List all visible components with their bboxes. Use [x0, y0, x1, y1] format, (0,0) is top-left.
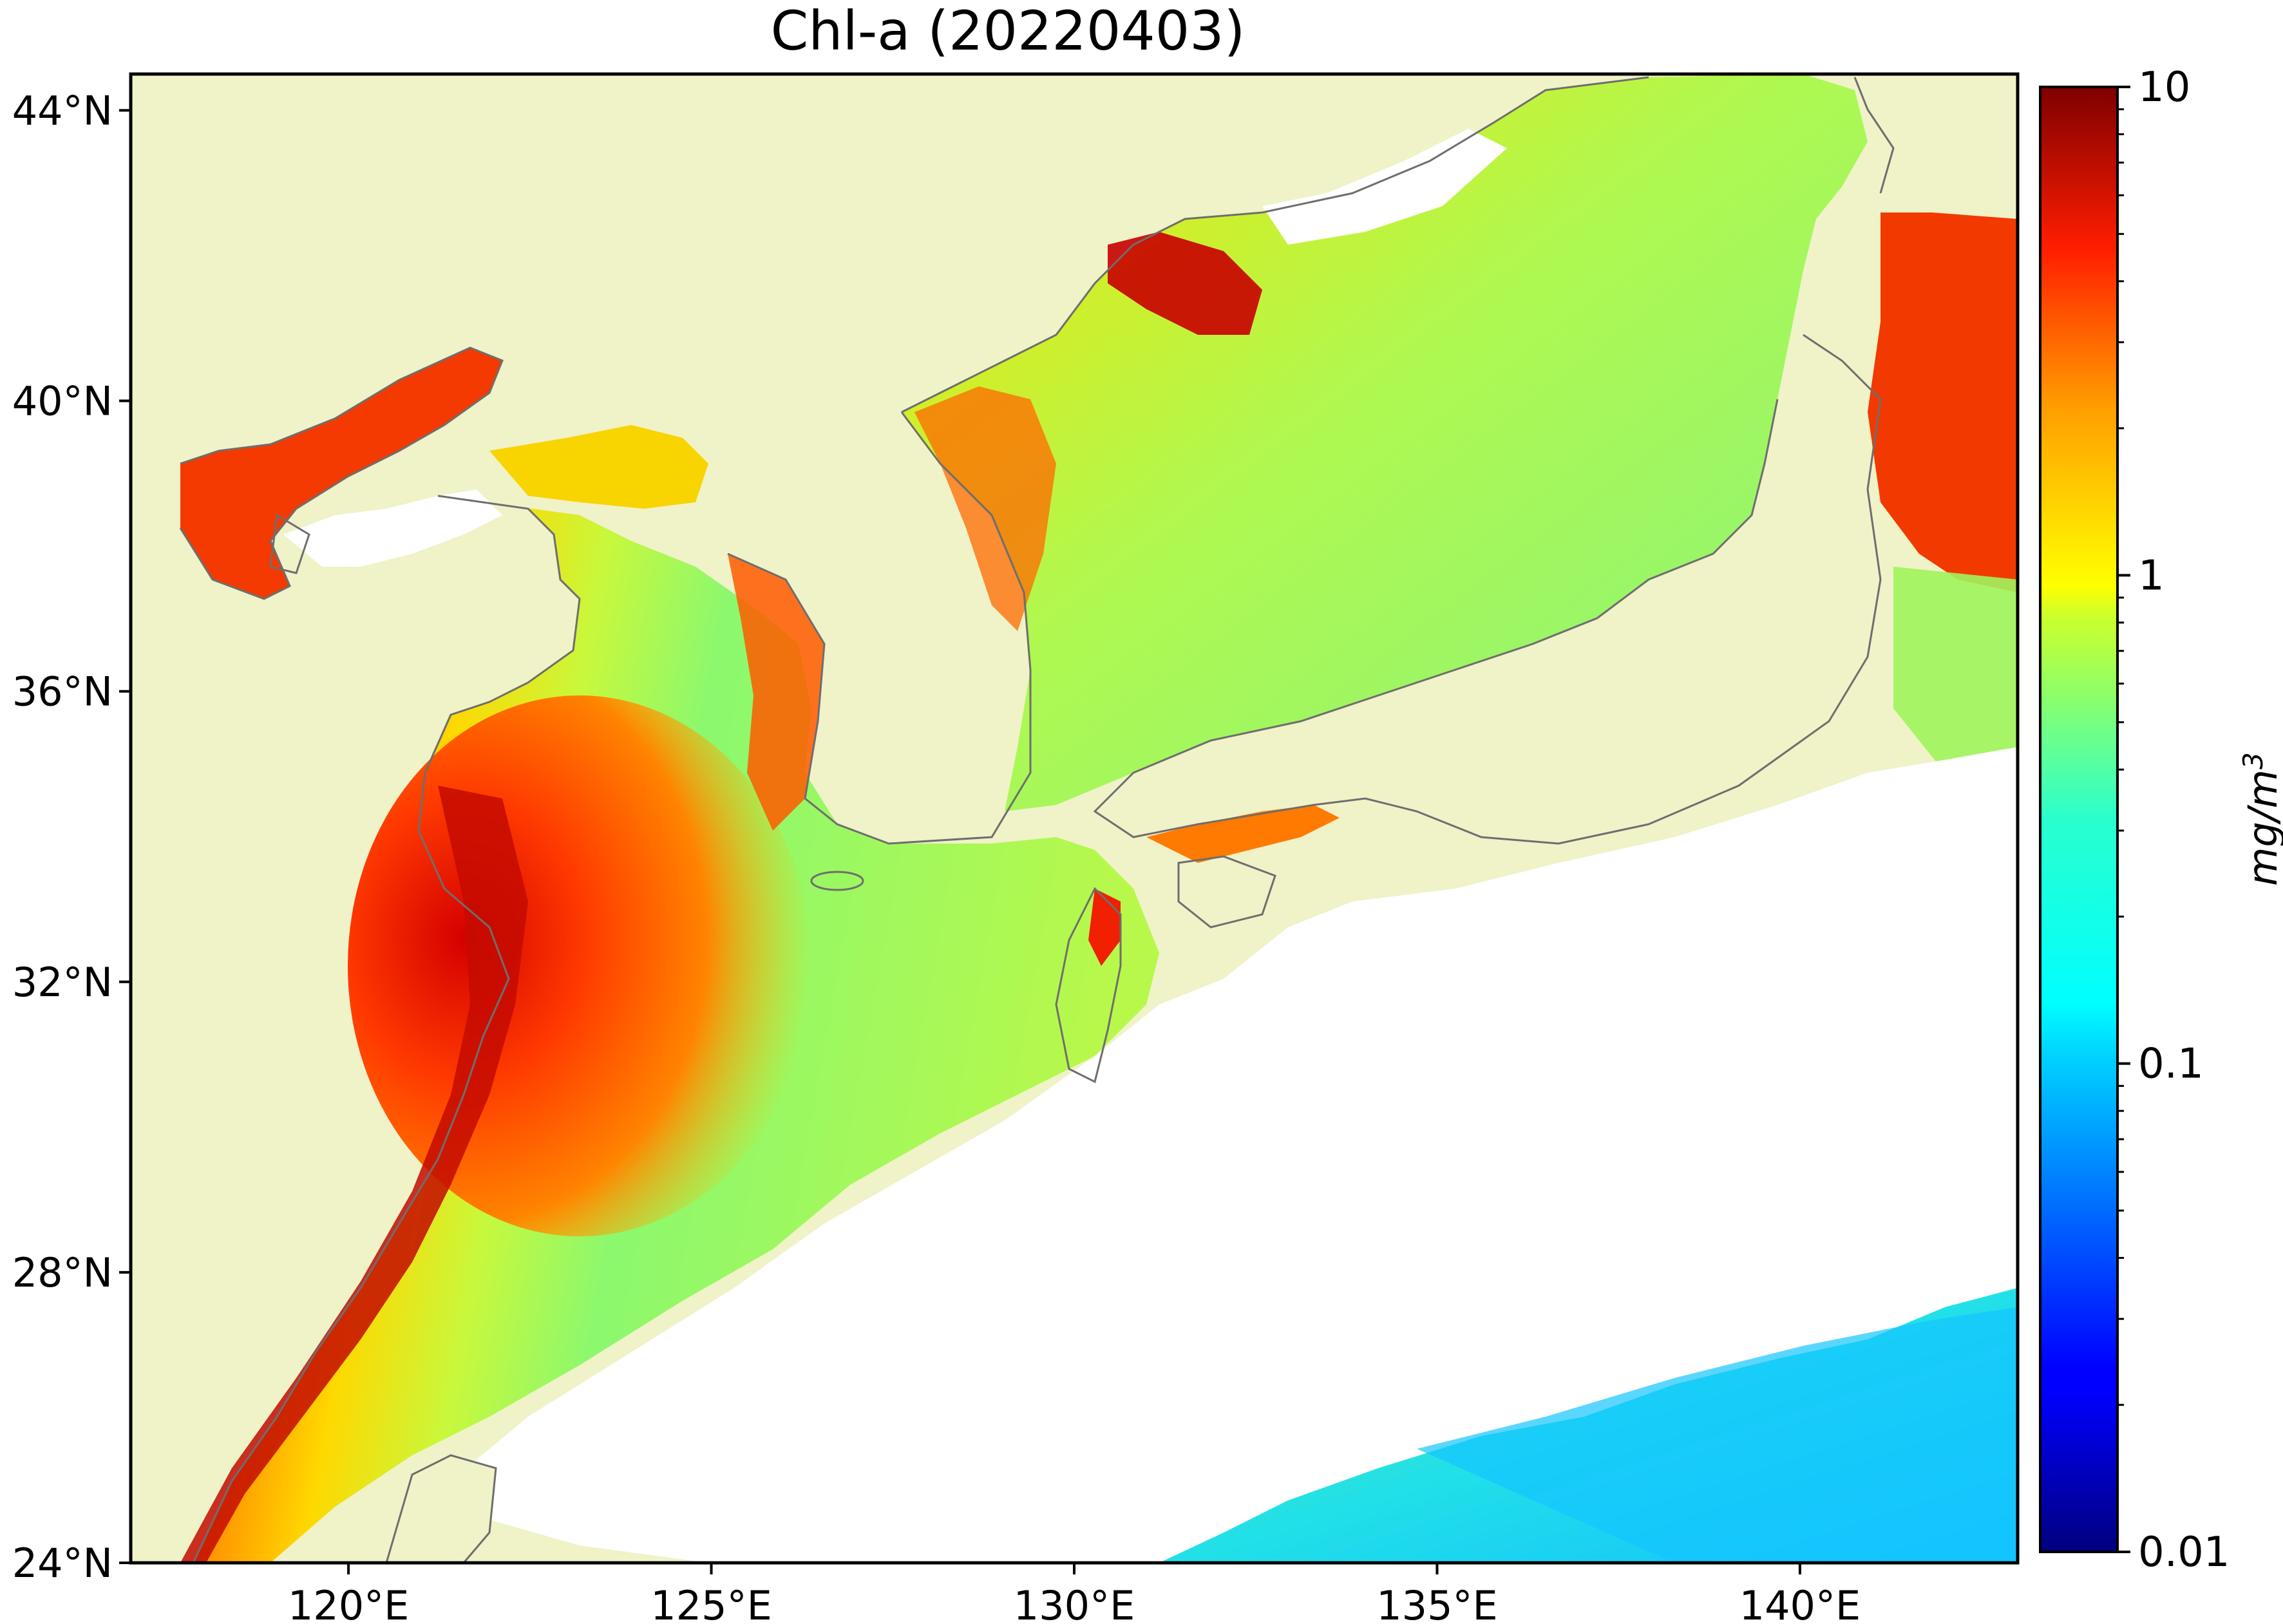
colorbar-tick-label: 1 [2138, 552, 2165, 600]
colorbar-gradient [2040, 87, 2117, 1552]
seto-inland-sea-chl [1146, 805, 1340, 863]
lon-tick-label: 120°E [288, 1582, 410, 1624]
korea-west-coast-chl [728, 554, 824, 831]
unit-base: mg/m [2239, 770, 2283, 886]
pacific-east-japan-chl [1893, 567, 2018, 786]
yangtze-plume [348, 695, 811, 1236]
subtropical-pacific-core [1417, 1307, 2018, 1563]
unit-exponent: 3 [2237, 752, 2269, 770]
bohai-sea-chl [180, 348, 502, 599]
lat-tick-label: 32°N [12, 959, 113, 1006]
longitude-axis: 120°E 125°E 130°E 135°E 140°E [288, 1563, 1861, 1624]
china-coastal-band [180, 786, 528, 1563]
colorbar-tick-label: 10 [2138, 64, 2190, 111]
bohai-east-chl [489, 425, 708, 509]
primorye-no-data [1262, 129, 1507, 245]
colorbar-unit-label: mg/m3 [2237, 752, 2283, 886]
lat-tick-label: 40°N [12, 378, 113, 425]
lon-tick-label: 135°E [1376, 1582, 1498, 1624]
lon-tick-label: 125°E [650, 1582, 772, 1624]
colorbar-ticks: 10 1 0.1 0.01 [2117, 64, 2230, 1576]
colorbar-frame [2039, 86, 2119, 1553]
colorbar: 10 1 0.1 0.01 mg/m3 [2039, 64, 2283, 1576]
pacific-no-data [451, 747, 2018, 1563]
taiwan-land [385, 1454, 497, 1563]
colorbar-tick-label: 0.01 [2138, 1529, 2230, 1576]
bohai-no-data [283, 489, 502, 567]
map-title: Chl-a (20220403) [770, 0, 1246, 62]
lon-tick-label: 130°E [1014, 1582, 1135, 1624]
latitude-axis: 24°N 28°N 32°N 36°N 40°N 44°N [12, 87, 131, 1587]
coastlines [179, 76, 1895, 1563]
lat-tick-label: 28°N [12, 1249, 113, 1296]
lon-tick-label: 140°E [1739, 1582, 1861, 1624]
sanriku-coast-chl [1868, 212, 2018, 592]
lat-tick-label: 44°N [12, 87, 113, 134]
map-panel [131, 74, 2018, 1563]
ariake-sea-chl [1088, 889, 1121, 966]
lat-tick-label: 24°N [12, 1540, 113, 1587]
lat-tick-label: 36°N [12, 668, 113, 715]
colorbar-tick-label: 0.1 [2138, 1041, 2204, 1088]
peter-the-great-gulf-chl [1108, 232, 1262, 335]
